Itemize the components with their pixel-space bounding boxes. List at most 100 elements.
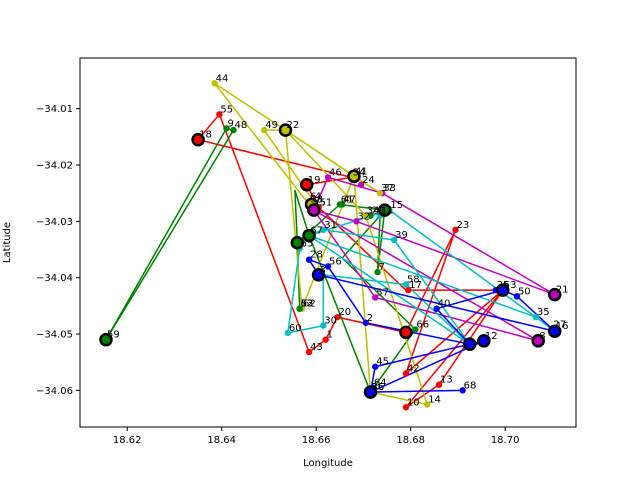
- stop-point-55: [216, 111, 223, 118]
- route-line-7: [308, 258, 556, 345]
- x-tick-label: 18.68: [396, 435, 425, 446]
- stop-label-26: 26: [372, 382, 385, 393]
- stop-label-2: 2: [367, 313, 373, 324]
- stop-point-30: [320, 322, 327, 329]
- stop-point-56: [324, 263, 332, 270]
- stop-label-4: 4: [315, 192, 321, 203]
- stop-label-39: 39: [395, 230, 408, 241]
- stop-label-9: 9: [227, 118, 233, 129]
- stop-label-56: 56: [329, 256, 342, 267]
- stop-label-55: 55: [220, 104, 233, 115]
- stop-label-40: 40: [438, 299, 451, 310]
- depot-marker-9: [302, 228, 316, 243]
- stop-label-8: 8: [539, 331, 545, 342]
- stop-point-32: [353, 218, 360, 225]
- stop-label-23: 23: [457, 220, 470, 231]
- depot-marker-4: [299, 178, 314, 192]
- stop-label-15: 15: [390, 200, 403, 211]
- plot-frame: [79, 57, 577, 428]
- y-axis-title: Latitude: [2, 222, 13, 263]
- depot-marker-16: [531, 334, 545, 348]
- stop-label-17: 17: [409, 280, 422, 291]
- stop-label-44: 44: [216, 73, 229, 84]
- stop-point-40: [433, 305, 440, 312]
- x-axis: 18.62 18.64 18.66 18.68 18.70: [113, 427, 520, 446]
- stop-point-35: [532, 313, 540, 321]
- stop-label-38: 38: [310, 194, 323, 205]
- stop-label-6: 6: [310, 192, 316, 203]
- stop-point-39: [390, 236, 398, 244]
- depot-marker-10: [290, 236, 305, 250]
- stop-label-31: 31: [324, 220, 337, 231]
- stop-point-49: [261, 126, 268, 134]
- stop-point-45: [372, 363, 379, 370]
- stop-label-22: 22: [286, 120, 299, 131]
- x-axis-title: Longitude: [303, 458, 353, 469]
- depot-marker-3: [278, 123, 293, 137]
- stop-label-60: 60: [289, 323, 302, 334]
- stop-label-10: 10: [407, 397, 420, 408]
- stop-point-68: [459, 387, 466, 394]
- point-labels-layer: 1234567891011121314151617181920212223242…: [107, 73, 568, 408]
- depot-marker-12: [399, 325, 413, 340]
- x-tick-label: 18.64: [207, 435, 236, 446]
- stop-label-19: 19: [308, 175, 321, 186]
- stop-point-60: [284, 329, 292, 337]
- stop-label-57: 57: [376, 287, 389, 298]
- stop-point-17: [405, 286, 412, 294]
- stop-label-18: 18: [199, 130, 212, 141]
- stop-point-7: [374, 268, 381, 276]
- depot-marker-11: [311, 268, 326, 282]
- stop-point-63: [296, 305, 303, 312]
- stop-label-32: 32: [357, 211, 370, 222]
- stop-point-66: [412, 326, 419, 333]
- stop-label-14: 14: [428, 394, 441, 405]
- stop-label-11: 11: [381, 206, 394, 217]
- stop-label-68: 68: [464, 380, 477, 391]
- depot-marker-15: [496, 283, 510, 297]
- stop-label-63: 63: [301, 299, 314, 310]
- stop-label-59: 59: [107, 330, 120, 341]
- stop-point-61: [336, 201, 344, 208]
- stop-point-9: [223, 125, 230, 132]
- stop-label-52: 52: [301, 299, 314, 310]
- stop-label-5: 5: [320, 197, 326, 208]
- depot-marker-13: [462, 337, 477, 351]
- stop-label-34: 34: [367, 206, 380, 217]
- stop-label-21: 21: [556, 285, 569, 296]
- stop-point-2: [362, 319, 369, 326]
- depot-marker-1: [99, 332, 113, 347]
- stop-point-23: [452, 226, 459, 234]
- stop-point-37: [376, 190, 384, 197]
- depots-layer: [99, 123, 562, 399]
- stop-label-61: 61: [341, 194, 354, 205]
- depot-marker-7: [347, 169, 361, 184]
- depot-marker-8: [377, 203, 392, 217]
- stop-label-7: 7: [379, 262, 385, 273]
- stop-label-42: 42: [407, 363, 420, 374]
- stop-label-43: 43: [310, 342, 323, 353]
- stop-label-65: 65: [301, 238, 314, 249]
- stop-point-13: [435, 381, 443, 388]
- depot-marker-2: [191, 132, 205, 147]
- stop-label-51: 51: [320, 197, 333, 208]
- y-tick-label: −34.04: [36, 273, 73, 284]
- stop-label-58: 58: [407, 274, 420, 285]
- x-tick-label: 18.70: [491, 435, 520, 446]
- stop-label-28: 28: [310, 250, 323, 261]
- stop-label-48: 48: [235, 120, 248, 131]
- depot-marker-6: [307, 203, 321, 217]
- y-tick-label: −34.02: [36, 161, 73, 172]
- stop-point-48: [230, 126, 237, 134]
- route-line-8: [369, 340, 485, 393]
- y-axis: −34.06 −34.05 −34.04 −34.03 −34.02 −34.01: [36, 104, 80, 397]
- stop-point-29: [367, 212, 374, 219]
- stop-point-44: [211, 80, 218, 87]
- y-tick-label: −34.03: [36, 217, 73, 228]
- stop-label-41: 41: [355, 166, 368, 177]
- stop-point-1: [322, 336, 329, 343]
- stop-label-30: 30: [324, 316, 337, 327]
- stop-point-31: [320, 226, 327, 234]
- stop-label-45: 45: [376, 357, 389, 368]
